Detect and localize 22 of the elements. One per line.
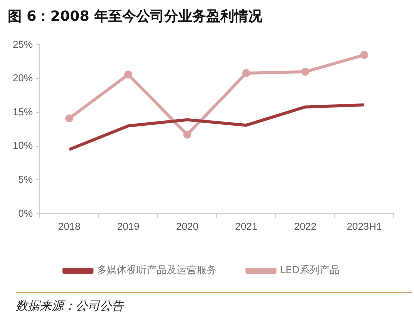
x-tick-label: 2022	[294, 222, 318, 233]
x-tick-label: 2020	[176, 222, 200, 233]
point	[302, 68, 310, 76]
source-note: 数据来源：公司公告	[16, 298, 124, 315]
x-tick-label: 2018	[58, 222, 82, 233]
x-tick-label: 2023H1	[346, 222, 382, 233]
y-tick-label: 20%	[13, 74, 34, 85]
chart-title: 图 6：2008 年至今公司分业务盈利情况	[8, 8, 262, 26]
point	[242, 69, 251, 78]
y-tick-label: 0%	[18, 208, 34, 220]
x-tick-label: 2021	[235, 222, 258, 233]
y-tick-label: 15%	[13, 107, 34, 118]
point	[66, 114, 74, 123]
legend-label: 多媒体视听产品及运营服务	[97, 264, 218, 277]
point	[124, 70, 133, 79]
y-tick-label: 10%	[13, 141, 34, 152]
y-tick-label: 5%	[18, 174, 34, 186]
legend-label: LED系列产品	[280, 264, 340, 277]
x-tick-label: 2019	[117, 222, 140, 233]
y-tick-label: 25%	[13, 40, 34, 51]
point	[184, 130, 192, 139]
point	[360, 51, 368, 60]
